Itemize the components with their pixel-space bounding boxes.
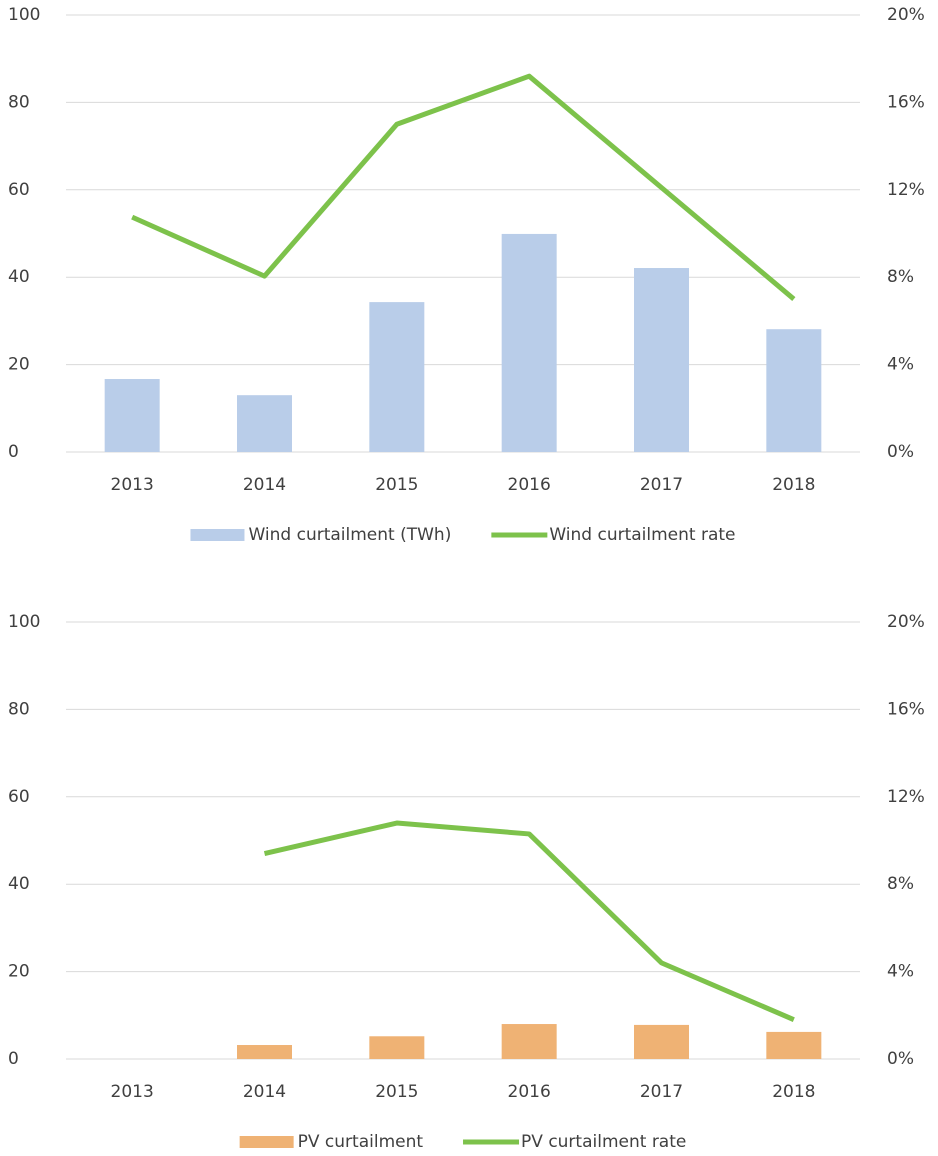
y-tick-label: 40 bbox=[8, 267, 30, 287]
y2-tick-label: 4% bbox=[887, 355, 914, 375]
y-tick-label: 80 bbox=[8, 92, 30, 112]
y2-tick-label: 20% bbox=[887, 5, 925, 25]
y2-tick-label: 8% bbox=[887, 874, 914, 894]
x-tick-label: 2014 bbox=[243, 1082, 286, 1102]
line bbox=[263, 820, 795, 1022]
y2-tick-label: 0% bbox=[887, 442, 914, 462]
y-tick-label: 0 bbox=[8, 442, 19, 462]
y-tick-label: 20 bbox=[8, 962, 30, 982]
legend: Wind curtailment (TWh) Wind curtailment r… bbox=[190, 525, 736, 545]
line bbox=[131, 73, 796, 301]
y2-tick-label: 0% bbox=[887, 1049, 914, 1069]
chart: 0 20 40 60 80 100 0% 4% 8% 12% 16% 20% 2013 2014 2015 2… bbox=[8, 5, 925, 545]
y-tick-label: 0 bbox=[8, 1049, 19, 1069]
y2-tick-label: 12% bbox=[887, 180, 925, 200]
y-tick-label: 100 bbox=[8, 5, 40, 25]
y2-tick-label: 8% bbox=[887, 267, 914, 287]
x-tick-label: 2013 bbox=[111, 1082, 154, 1102]
bar bbox=[634, 1024, 689, 1059]
legend-swatch bbox=[239, 1136, 294, 1148]
x-tick-label: 2014 bbox=[243, 475, 286, 495]
x-tick-label: 2013 bbox=[111, 475, 154, 495]
x-tick-label: 2016 bbox=[508, 475, 551, 495]
bar bbox=[104, 379, 160, 452]
bar bbox=[501, 1024, 557, 1059]
chart: 0 20 40 60 80 100 0% 4% 8% 12% 16% 20% 2013 2014 2015 2… bbox=[8, 612, 925, 1152]
x-tick-label: 2017 bbox=[640, 475, 683, 495]
legend: PV curtailment PV curtailment rate bbox=[239, 1132, 686, 1152]
y-tick-label: 60 bbox=[8, 787, 30, 807]
bar bbox=[766, 329, 822, 452]
legend-label: PV curtailment bbox=[298, 1132, 424, 1152]
y2-tick-label: 20% bbox=[887, 612, 925, 632]
bar bbox=[634, 268, 689, 452]
legend-swatch bbox=[190, 529, 245, 541]
bar bbox=[766, 1031, 822, 1059]
bar bbox=[369, 1036, 425, 1059]
bar bbox=[237, 395, 292, 452]
y-tick-label: 60 bbox=[8, 180, 30, 200]
y-tick-label: 100 bbox=[8, 612, 40, 632]
x-tick-label: 2015 bbox=[375, 475, 418, 495]
bar bbox=[369, 302, 425, 452]
y-tick-label: 80 bbox=[8, 699, 30, 719]
legend-label: Wind curtailment (TWh) bbox=[248, 525, 451, 545]
x-tick-label: 2017 bbox=[640, 1082, 683, 1102]
y-tick-label: 40 bbox=[8, 874, 30, 894]
legend-label: PV curtailment rate bbox=[521, 1132, 686, 1152]
x-tick-label: 2016 bbox=[508, 1082, 551, 1102]
y-tick-label: 20 bbox=[8, 355, 30, 375]
x-tick-label: 2018 bbox=[772, 1082, 815, 1102]
bar bbox=[501, 233, 557, 452]
y2-tick-label: 4% bbox=[887, 962, 914, 982]
x-tick-label: 2015 bbox=[375, 1082, 418, 1102]
y2-tick-label: 16% bbox=[887, 699, 925, 719]
legend-label: Wind curtailment rate bbox=[549, 525, 735, 545]
x-tick-label: 2018 bbox=[772, 475, 815, 495]
y2-tick-label: 16% bbox=[887, 92, 925, 112]
y2-tick-label: 12% bbox=[887, 787, 925, 807]
bar bbox=[237, 1045, 292, 1059]
